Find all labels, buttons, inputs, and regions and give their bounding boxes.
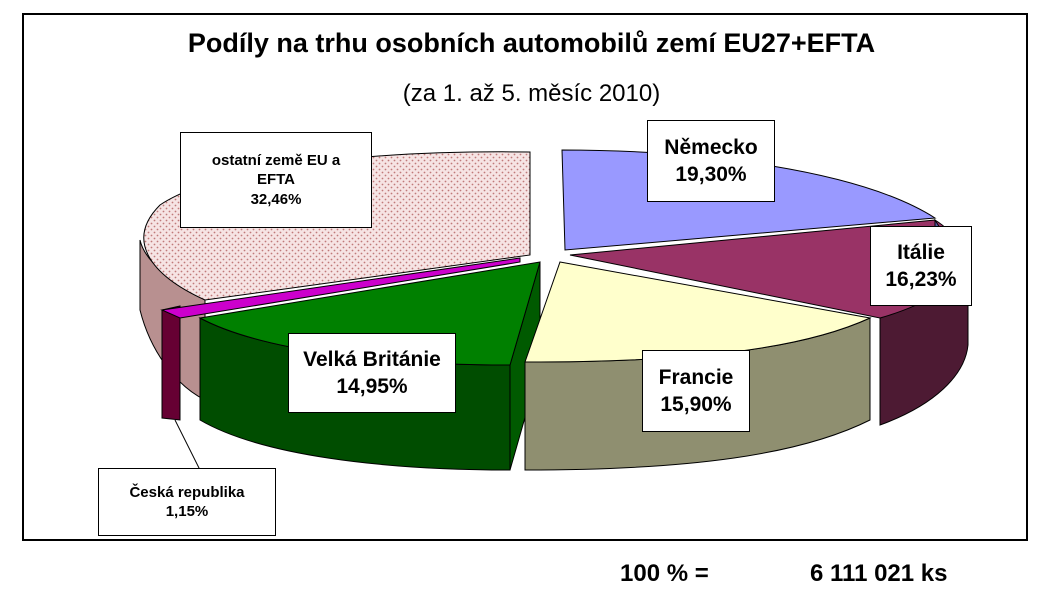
slice-label-italie-value: 16,23% [885, 268, 957, 291]
slice-label-francie-name: Francie [658, 365, 734, 389]
chart-title: Podíly na trhu osobních automobilů zemí … [187, 28, 876, 58]
slice-label-ostatni: ostatní země EU a EFTA 32,46% [180, 132, 372, 228]
slice-label-francie: Francie 15,90% [642, 350, 750, 432]
slice-label-francie-value: 15,90% [660, 393, 732, 416]
slice-label-ceska-republika: Česká republika 1,15% [98, 468, 276, 536]
slice-label-ostatni-name-line2: EFTA [256, 171, 296, 189]
slice-label-italie: Itálie 16,23% [870, 226, 972, 306]
slice-label-velka-britanie: Velká Británie 14,95% [288, 333, 456, 413]
slice-label-nemecko-value: 19,30% [675, 163, 747, 186]
slice-label-velka-britanie-name: Velká Británie [303, 347, 441, 371]
slice-label-ostatni-name-line1: ostatní země EU a [211, 151, 341, 169]
chart-subtitle: (za 1. až 5. měsíc 2010) [402, 80, 661, 107]
total-value: 6 111 021 ks [810, 560, 948, 587]
pie-slice-ceska-republika [160, 257, 521, 319]
slice-label-italie-name: Itálie [897, 240, 945, 264]
pie-slice-ceska-republika-side [161, 305, 181, 421]
slice-label-ceska-republika-value: 1,15% [165, 503, 209, 520]
total-summary: 100 % = 6 111 021 ks [620, 560, 947, 588]
leader-line-ceska-republika [174, 419, 201, 471]
total-prefix: 100 % = [620, 560, 709, 587]
slice-label-velka-britanie-value: 14,95% [336, 375, 408, 398]
slice-label-nemecko-name: Německo [664, 135, 758, 159]
slice-label-nemecko: Německo 19,30% [647, 120, 775, 202]
slice-label-ostatni-value: 32,46% [250, 190, 302, 208]
slice-label-ceska-republika-name: Česká republika [129, 483, 245, 501]
